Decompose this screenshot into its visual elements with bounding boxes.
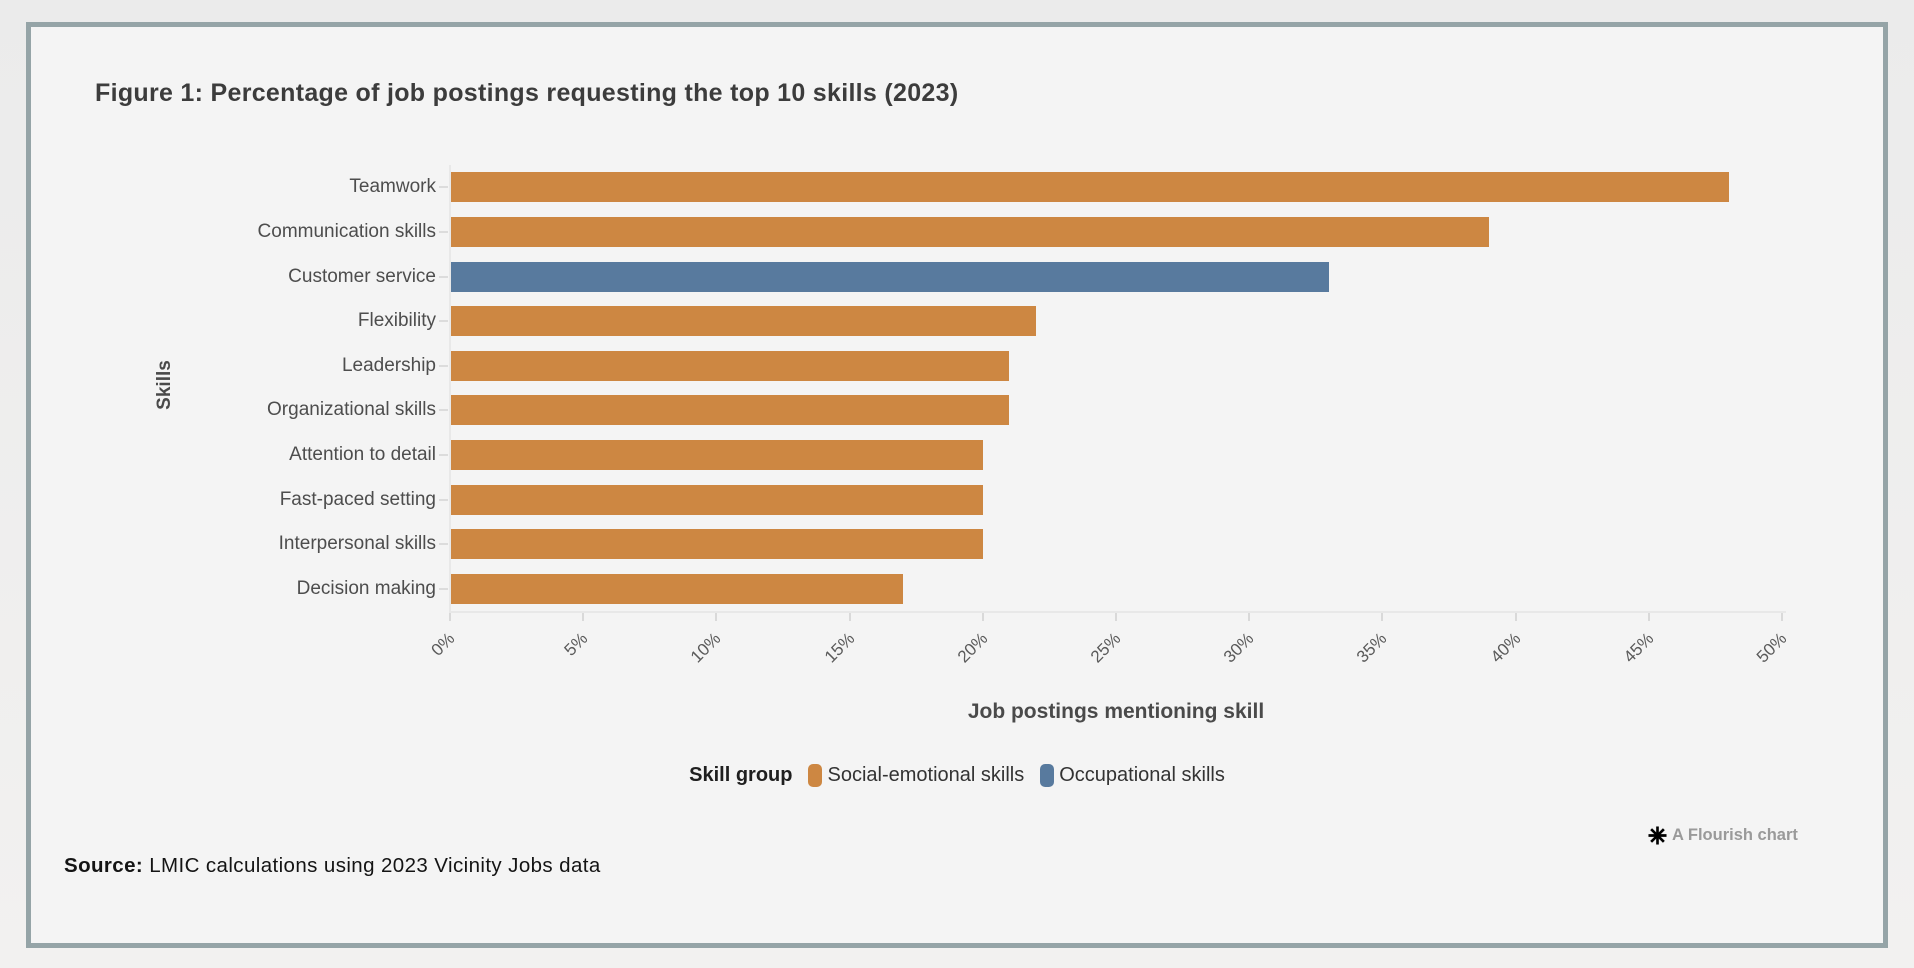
source-prefix: Source: bbox=[64, 854, 144, 877]
legend-swatch bbox=[808, 763, 823, 787]
category-label: Fast-paced setting bbox=[279, 488, 436, 510]
source-note: Source: LMIC calculations using 2023 Vic… bbox=[64, 854, 601, 878]
category-tick bbox=[439, 186, 448, 189]
bar-attention-to-detail[interactable] bbox=[451, 439, 983, 470]
category-label: Decision making bbox=[296, 577, 436, 599]
category-tick bbox=[439, 453, 448, 456]
category-tick bbox=[439, 409, 448, 412]
x-axis-tick bbox=[1248, 613, 1251, 621]
category-tick bbox=[439, 320, 448, 323]
bar-fast-paced-setting[interactable] bbox=[451, 484, 983, 515]
y-axis-line bbox=[449, 165, 451, 613]
x-axis-tick bbox=[981, 613, 984, 621]
legend-label: Social-emotional skills bbox=[827, 763, 1025, 786]
legend-item-social-emotional-skills[interactable]: Social-emotional skills bbox=[808, 763, 1025, 787]
category-label: Interpersonal skills bbox=[278, 533, 436, 555]
category-tick bbox=[439, 230, 448, 233]
flourish-asterisk-icon bbox=[1648, 826, 1667, 845]
category-tick bbox=[439, 587, 448, 590]
category-label: Teamwork bbox=[349, 176, 436, 198]
x-axis-tick bbox=[1781, 613, 1783, 621]
category-label: Attention to detail bbox=[289, 443, 436, 465]
category-label: Communication skills bbox=[257, 220, 436, 242]
x-axis-tick bbox=[1381, 613, 1384, 621]
bar-communication-skills[interactable] bbox=[451, 216, 1489, 247]
category-label: Leadership bbox=[341, 354, 436, 376]
x-axis-tick bbox=[1647, 613, 1650, 621]
x-axis-line bbox=[449, 611, 1786, 613]
legend-label: Occupational skills bbox=[1059, 763, 1225, 786]
bar-organizational-skills[interactable] bbox=[451, 395, 1010, 426]
attribution-label: A Flourish chart bbox=[1672, 826, 1798, 844]
bar-decision-making[interactable] bbox=[451, 573, 903, 604]
x-axis-tick bbox=[449, 613, 451, 621]
x-axis-title: Job postings mentioning skill bbox=[967, 700, 1265, 723]
legend-swatch bbox=[1040, 763, 1055, 787]
bar-flexibility[interactable] bbox=[451, 306, 1037, 337]
x-axis-tick bbox=[1115, 613, 1117, 621]
category-tick bbox=[439, 498, 448, 501]
bar-interpersonal-skills[interactable] bbox=[451, 529, 983, 560]
category-tick bbox=[439, 364, 448, 367]
figure-title: Figure 1: Percentage of job postings req… bbox=[95, 79, 959, 107]
bar-teamwork[interactable] bbox=[451, 172, 1729, 203]
category-tick bbox=[439, 275, 448, 278]
category-tick bbox=[439, 543, 448, 546]
x-axis-tick bbox=[848, 613, 851, 621]
x-axis-tick bbox=[582, 613, 585, 621]
legend: Skill group Social-emotional skills Occup… bbox=[26, 758, 1888, 792]
x-axis-tick bbox=[715, 613, 718, 621]
legend-title: Skill group bbox=[689, 763, 793, 786]
source-text: LMIC calculations using 2023 Vicinity Jo… bbox=[143, 854, 601, 877]
bar-customer-service[interactable] bbox=[451, 261, 1330, 292]
category-label: Flexibility bbox=[357, 310, 436, 332]
legend-item-occupational-skills[interactable]: Occupational skills bbox=[1040, 763, 1225, 787]
bar-leadership[interactable] bbox=[451, 350, 1010, 381]
category-label: Organizational skills bbox=[267, 399, 436, 421]
flourish-attribution[interactable]: A Flourish chart bbox=[1648, 826, 1798, 845]
category-label: Customer service bbox=[288, 265, 436, 287]
x-axis-tick bbox=[1514, 613, 1517, 621]
